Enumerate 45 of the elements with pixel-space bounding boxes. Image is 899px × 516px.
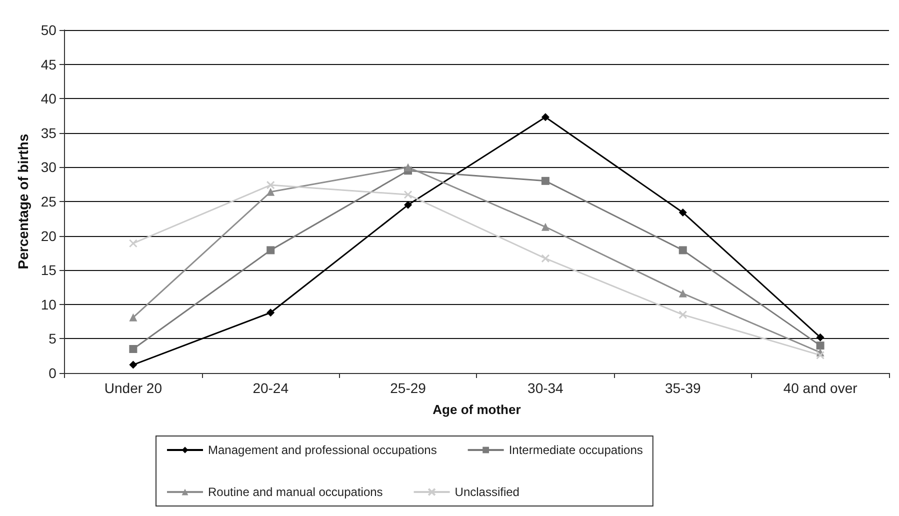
- y-tick-label: 40: [40, 90, 57, 107]
- x-tick-label: 40 and over: [783, 380, 858, 396]
- point: [266, 308, 275, 317]
- point: [678, 310, 688, 319]
- x-tick-label: Under 20: [104, 380, 162, 396]
- point: [816, 350, 825, 360]
- point: [541, 113, 550, 122]
- point: [541, 222, 550, 231]
- x-tick-label: 35-39: [664, 380, 701, 396]
- point: [816, 342, 824, 350]
- y-tick-label: 45: [40, 56, 57, 72]
- point: [541, 254, 550, 263]
- x-tick-label: 20-24: [252, 380, 289, 396]
- point: [404, 163, 412, 172]
- x-tick-label: 25-29: [390, 380, 426, 396]
- y-tick-label: 10: [40, 296, 57, 312]
- point: [678, 246, 687, 254]
- y-tick-label: 50: [40, 22, 57, 38]
- y-tick-label: 30: [40, 159, 57, 176]
- x-axis-title: Age of mother: [432, 402, 521, 417]
- y-tick-label: 20: [40, 228, 57, 244]
- y-tick-label: 25: [40, 194, 57, 210]
- point: [678, 289, 687, 298]
- x-tick-label: 30-34: [528, 380, 564, 396]
- point: [129, 313, 138, 322]
- y-tick-label: 5: [48, 330, 57, 347]
- point: [678, 208, 687, 216]
- y-tick-label: 15: [40, 262, 57, 278]
- y-tick-label: 0: [48, 365, 57, 381]
- y-axis-title: Percentage of births: [15, 134, 31, 270]
- point: [129, 360, 138, 369]
- point: [266, 246, 275, 254]
- point: [816, 333, 824, 342]
- legend-label: Management and professional occupations: [208, 443, 437, 457]
- legend-label: Routine and manual occupations: [208, 485, 383, 499]
- point: [266, 188, 275, 196]
- point: [128, 239, 138, 248]
- legend-label: Intermediate occupations: [508, 443, 643, 457]
- point: [404, 200, 412, 209]
- point: [541, 176, 550, 185]
- y-tick-label: 35: [40, 124, 57, 141]
- legend-label: Unclassified: [454, 485, 520, 499]
- point: [404, 190, 412, 199]
- point: [129, 344, 138, 353]
- point: [266, 180, 275, 190]
